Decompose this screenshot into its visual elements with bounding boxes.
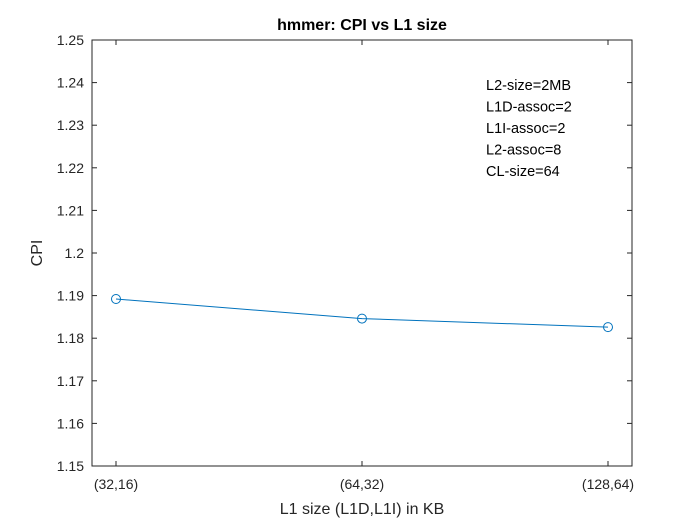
x-tick-label: (64,32): [340, 476, 384, 492]
x-axis-label: L1 size (L1D,L1I) in KB: [280, 501, 445, 518]
series-cpi: [111, 294, 613, 333]
annotation-line-l2-assoc: L2-assoc=8: [486, 143, 561, 159]
y-tick-label: 1.24: [57, 75, 84, 91]
y-tick-label: 1.18: [57, 330, 84, 346]
annotation-line-l2-size: L2-size=2MB: [486, 78, 571, 94]
annotation-line-l1d-assoc: L1D-assoc=2: [486, 100, 572, 116]
x-tick-label: (32,16): [94, 476, 138, 492]
y-tick-label: 1.2: [65, 245, 85, 261]
data-point-marker: [603, 322, 613, 333]
y-tick-label: 1.23: [57, 117, 84, 133]
y-tick-label: 1.17: [57, 373, 84, 389]
x-tick-label: (128,64): [582, 476, 634, 492]
x-axis-ticks: (32,16) (64,32) (128,64): [94, 40, 634, 492]
series-line: [115, 298, 609, 328]
data-point-marker: [357, 313, 367, 324]
y-tick-label: 1.21: [57, 202, 84, 218]
y-tick-label: 1.25: [57, 32, 84, 48]
annotation-line-l1i-assoc: L1I-assoc=2: [486, 121, 565, 137]
y-tick-label: 1.19: [57, 288, 84, 304]
annotation-box: L2-size=2MB L1D-assoc=2 L1I-assoc=2 L2-a…: [486, 78, 572, 180]
chart-title: hmmer: CPI vs L1 size: [277, 17, 447, 34]
y-tick-label: 1.22: [57, 160, 84, 176]
y-axis-label: CPI: [29, 240, 46, 267]
y-tick-label: 1.16: [57, 415, 84, 431]
y-tick-label: 1.15: [57, 458, 84, 474]
y-axis-ticks: 1.15 1.16 1.17 1.18 1.19 1.2 1.21 1.22 1.23 1.24 1…: [57, 32, 632, 474]
data-point-marker: [111, 294, 121, 305]
annotation-line-cl-size: CL-size=64: [486, 164, 560, 180]
